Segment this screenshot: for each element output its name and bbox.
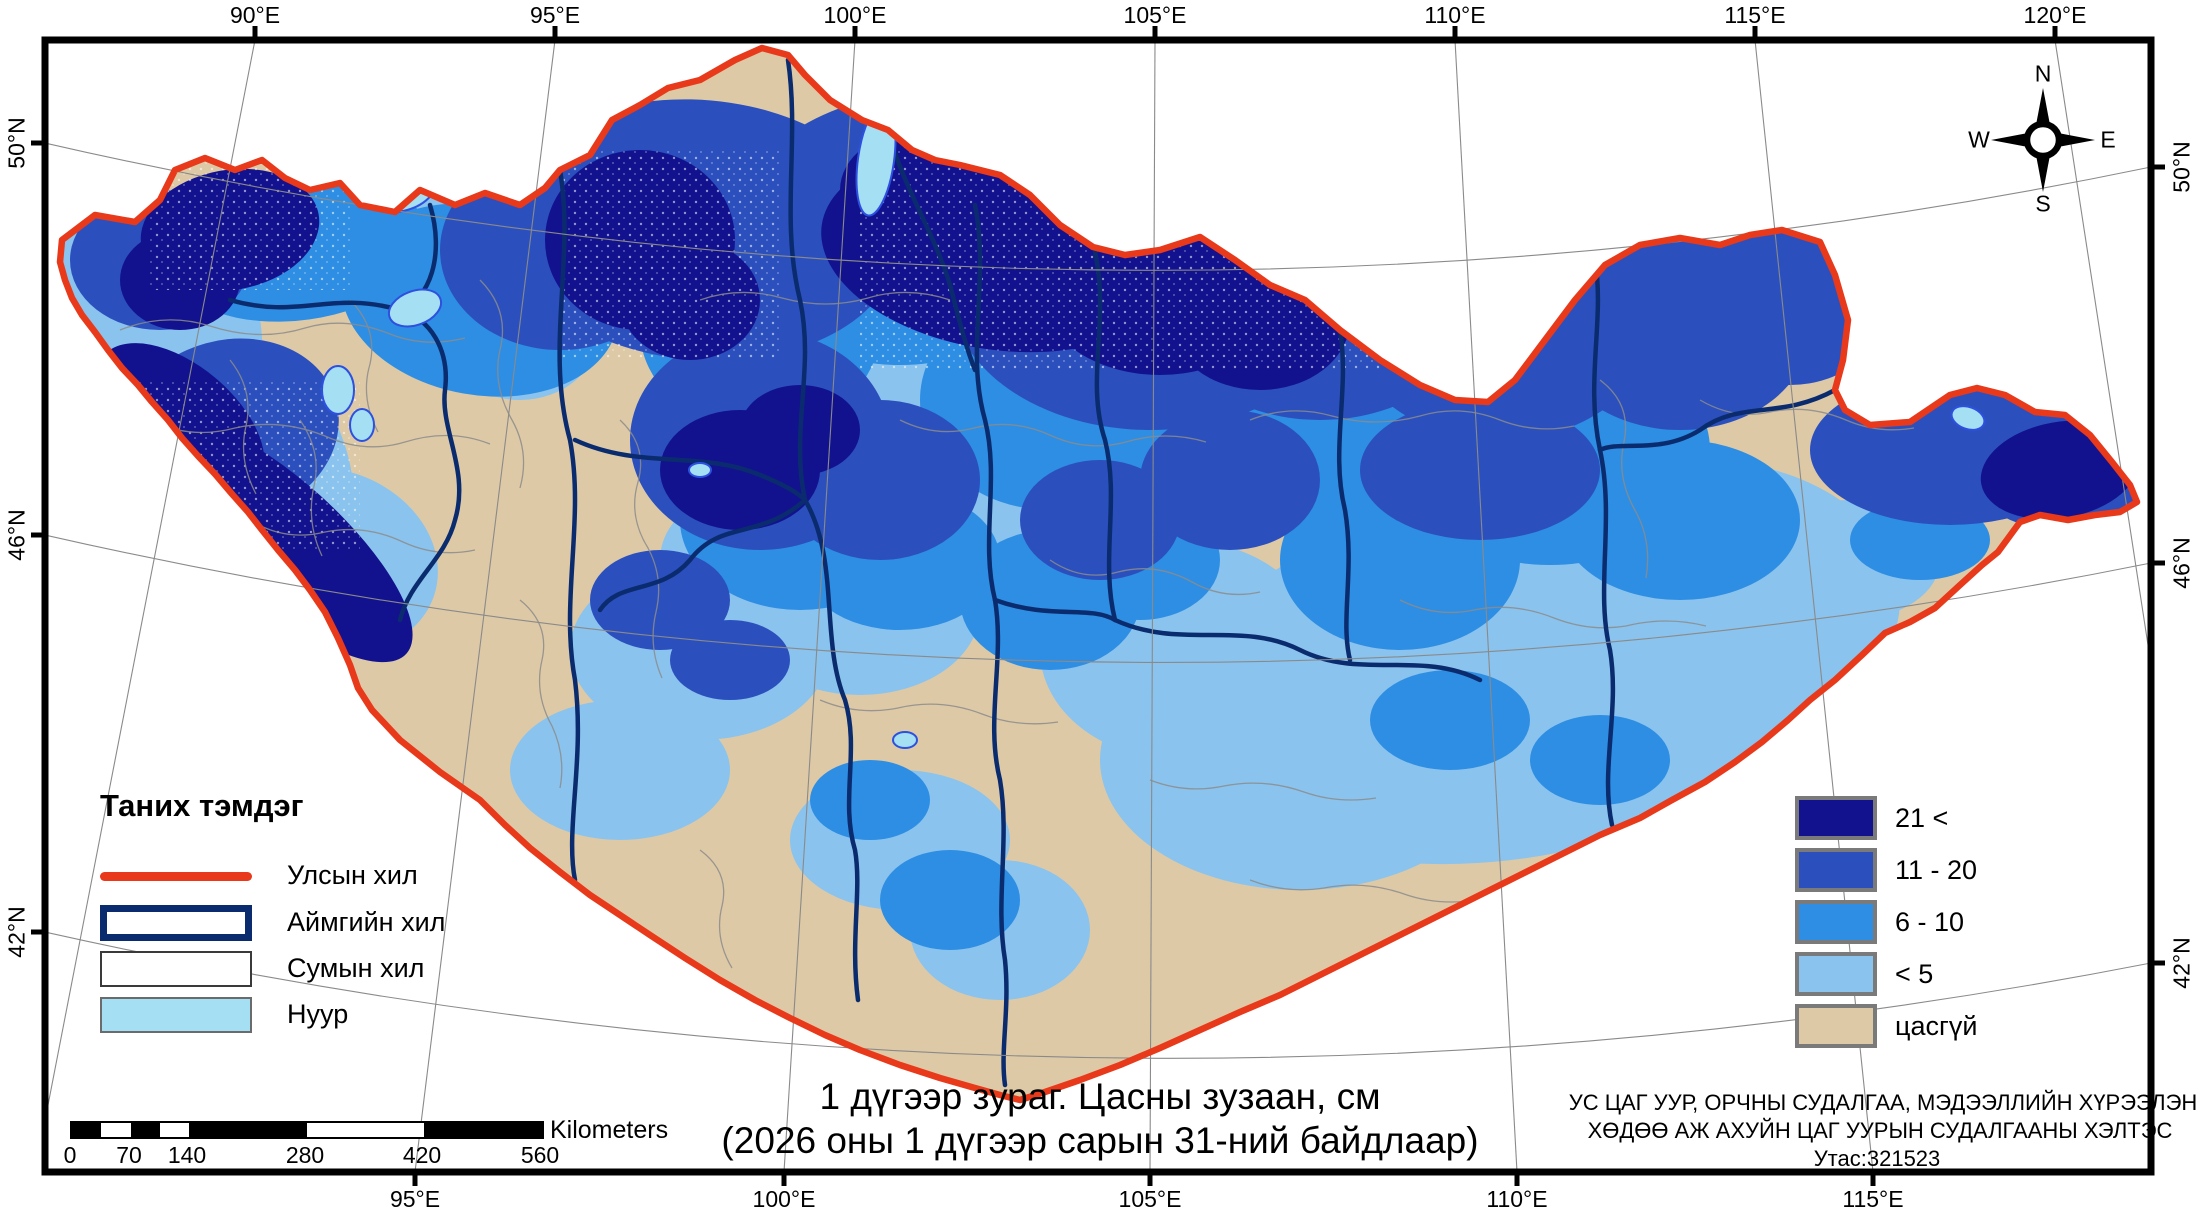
snow-label-11-20: 11 - 20 (1895, 855, 1978, 885)
compass-north-label: N (2034, 60, 2052, 87)
snow-class-row-lt5: < 5 (1795, 952, 2055, 996)
snow-label-lt5: < 5 (1895, 959, 1934, 989)
scale-num-420: 420 (402, 1142, 442, 1168)
scale-num-140: 140 (167, 1142, 207, 1168)
map-frame (41, 36, 2155, 1176)
legend-label-state-border: Улсын хил (287, 860, 418, 890)
lat-label-left-50n: 50°N (3, 117, 30, 169)
state-border-swatch (100, 872, 252, 881)
snow-swatch-lt5 (1795, 952, 1877, 996)
lake-buir (1950, 405, 1986, 431)
snow-swatch-nosnow (1795, 1004, 1877, 1048)
snow-label-nosnow: цасгүй (1895, 1011, 1978, 1041)
lake-khar-us (321, 365, 355, 415)
lon-label-bottom-100e: 100°E (752, 1186, 816, 1210)
snow-class-row-6-10: 6 - 10 (1795, 900, 2055, 944)
lon-label-bottom-105e: 105°E (1118, 1186, 1182, 1210)
lon-label-bottom-115e: 115°E (1842, 1186, 1904, 1210)
lon-label-top-115e: 115°E (1724, 2, 1786, 28)
lon-label-top-100e: 100°E (823, 2, 887, 28)
compass-circle (2023, 120, 2063, 160)
snow-class-row-21plus: 21 < (1795, 796, 2055, 840)
lon-label-top-110e: 110°E (1424, 2, 1486, 28)
lake-swatch (100, 997, 252, 1033)
compass-rose (1991, 88, 2095, 192)
lat-label-left-42n: 42°N (3, 906, 30, 958)
lon-label-bottom-110e: 110°E (1486, 1186, 1548, 1210)
lake-khyargas (387, 288, 443, 328)
map-title-line1: 1 дүгээр зураг. Цасны зузаан, см (819, 1076, 1381, 1117)
snow-label-6-10: 6 - 10 (1895, 907, 1965, 937)
snow-class-row-nosnow: цасгүй (1795, 1004, 2055, 1048)
soum-border-swatch (100, 951, 252, 987)
legend-label-soum-border: Сумын хил (287, 953, 425, 983)
scale-num-70: 70 (116, 1142, 142, 1168)
lake-small-south (892, 731, 918, 749)
aimag-borders (227, 57, 1838, 1088)
soum-borders (119, 279, 1915, 969)
snow-class-row-11-20: 11 - 20 (1795, 848, 2055, 892)
credits-organization: УС ЦАГ УУР, ОРЧНЫ СУДАЛГАА, МЭДЭЭЛЛИЙН Х… (1568, 1090, 2198, 1115)
lon-label-top-90e: 90°E (229, 2, 281, 28)
legend-label-aimag-border: Аймгийн хил (287, 907, 446, 937)
lat-label-right-46n: 46°N (2168, 537, 2195, 589)
snow-swatch-21plus (1795, 796, 1877, 840)
snow-swatch-11-20 (1795, 848, 1877, 892)
lon-label-bottom-95e: 95°E (389, 1186, 441, 1210)
credits-department: ХӨДӨӨ АЖ АХУЙН ЦАГ УУРЫН СУДАЛГААНЫ ХЭЛТ… (1587, 1118, 2173, 1143)
compass-east-label: E (2100, 126, 2116, 153)
scale-bar (70, 1121, 544, 1139)
scale-num-0: 0 (63, 1142, 77, 1168)
scale-num-560: 560 (520, 1142, 560, 1168)
legend-label-lake: Нуур (287, 999, 349, 1029)
legend-title: Таних тэмдэг (100, 788, 304, 823)
lake-khar (349, 408, 375, 442)
compass-south-label: S (2035, 190, 2051, 217)
snow-label-21plus: 21 < (1895, 803, 1949, 833)
graticule-ticks (31, 26, 2165, 1186)
aimag-border-swatch (100, 905, 252, 941)
lat-label-left-46n: 46°N (3, 509, 30, 561)
snow-swatch-6-10 (1795, 900, 1877, 944)
lat-label-right-50n: 50°N (2168, 141, 2195, 193)
scale-unit-label: Kilometers (550, 1116, 669, 1144)
lon-label-top-95e: 95°E (529, 2, 581, 28)
lake-terkhiin (688, 462, 712, 478)
lat-label-right-42n: 42°N (2168, 937, 2195, 989)
lon-label-top-105e: 105°E (1123, 2, 1187, 28)
scale-num-280: 280 (285, 1142, 325, 1168)
compass-west-label: W (1968, 126, 1990, 153)
lon-label-top-120e: 120°E (2023, 2, 2087, 28)
credits-phone: Утас:321523 (1813, 1146, 1941, 1171)
map-title-line2: (2026 оны 1 дүгээр сарын 31-ний байдлаар… (721, 1120, 1479, 1161)
country-border-mongolia (56, 44, 2141, 1104)
